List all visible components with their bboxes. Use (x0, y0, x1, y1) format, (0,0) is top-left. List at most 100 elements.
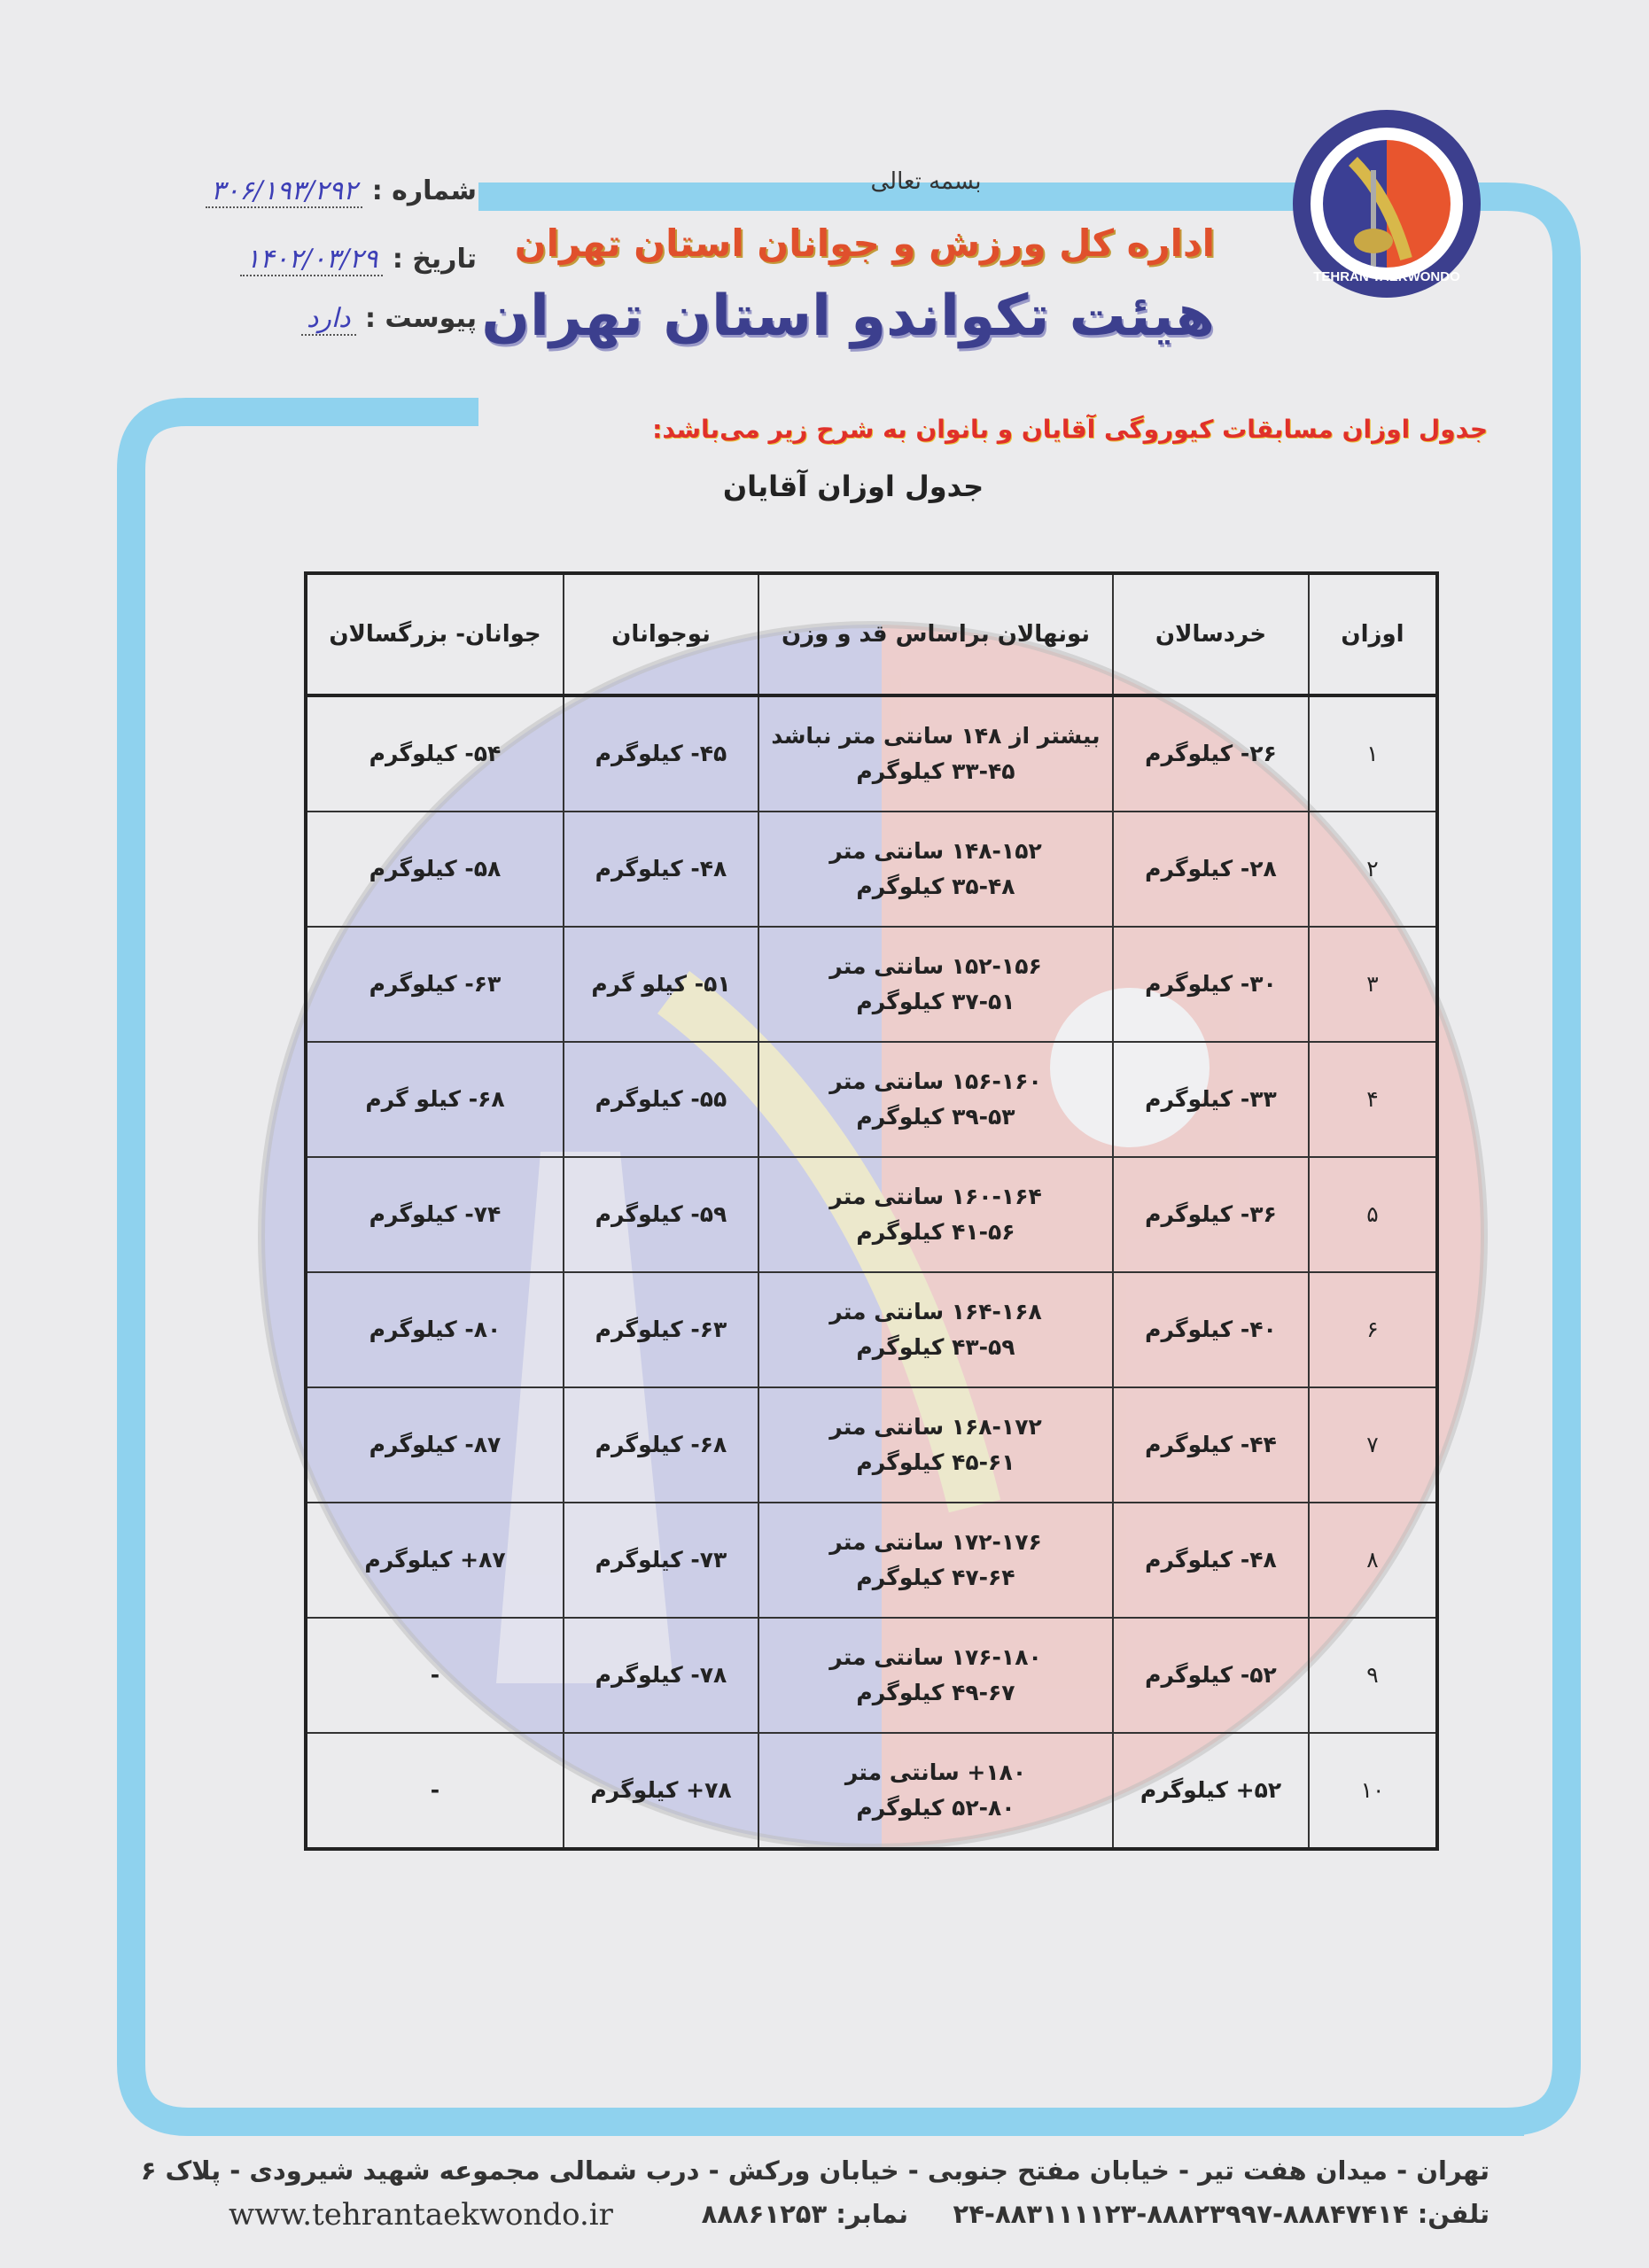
row-number-text: ۲ (1366, 856, 1379, 882)
row-number: ۲ (1308, 811, 1438, 928)
attachment-field: پیوست : دارد (300, 303, 477, 336)
junior-weight-text: ۳۷-۵۱ کیلوگرم (856, 989, 1015, 1014)
col-header-adults: جوانان- بزرگسالان (305, 572, 564, 697)
kids-weight-text: ۵۲+ کیلوگرم (1140, 1777, 1282, 1803)
kids-weight-text: ۲۶- کیلوگرم (1145, 741, 1277, 766)
cadets-weight-text: ۵۱- کیلو گرم (591, 971, 731, 997)
organization-title: اداره کل ورزش و جوانان استان تهران (514, 221, 1215, 265)
kids-weight: ۲۶- کیلوگرم (1112, 695, 1310, 812)
row-number: ۵ (1308, 1156, 1438, 1273)
junior-weight-text: ۵۲-۸۰ کیلوگرم (856, 1795, 1015, 1821)
row-number: ۸ (1308, 1502, 1438, 1619)
adults-weight-text: ۵۴- کیلوگرم (369, 741, 502, 766)
adults-weight: ۵۴- کیلوگرم (305, 695, 564, 812)
junior-weight-text: ۴۳-۵۹ کیلوگرم (856, 1334, 1015, 1360)
table-row: ۷ ۴۴- کیلوگرم ۱۶۸-۱۷۲ سانتی متر ۴۵-۶۱ کیلوگ… (305, 1386, 1438, 1503)
footer-contact: تلفن: ۸۸۸۴۷۴۱۴-۸۸۸۲۳۹۹۷-۸۸۳۱۱۱۱۲۳-۲۴ نما… (702, 2199, 1490, 2229)
weight-table: اوزان خردسالان نونهالان براساس قد و وزن … (304, 571, 1439, 1851)
cadets-weight: ۷۸+ کیلوگرم (563, 1732, 759, 1850)
date-field: تاریخ : ۱۴۰۲/۰۳/۲۹ (240, 244, 477, 276)
row-number: ۱ (1308, 695, 1438, 812)
junior-weight-text: ۴۹-۶۷ کیلوگرم (856, 1680, 1015, 1705)
table-row: ۴ ۳۳- کیلوگرم ۱۵۶-۱۶۰ سانتی متر ۳۹-۵۳ کیلوگ… (305, 1041, 1438, 1158)
kids-weight: ۳۰- کیلوگرم (1112, 926, 1310, 1043)
junior-weight-text: ۴۷-۶۴ کیلوگرم (856, 1565, 1015, 1590)
kids-weight: ۴۴- کیلوگرم (1112, 1386, 1310, 1503)
adults-weight-text: - (430, 1777, 440, 1803)
col-header-kids: خردسالان (1112, 572, 1310, 697)
adults-weight-text: ۶۸- کیلو گرم (365, 1086, 505, 1112)
kids-weight-text: ۴۰- کیلوگرم (1145, 1317, 1277, 1342)
adults-weight: ۶۳- کیلوگرم (305, 926, 564, 1043)
cadets-weight-text: ۶۳- کیلوگرم (595, 1317, 727, 1342)
footer-address: تهران - میدان هفت تیر - خیابان مفتح جنوب… (140, 2155, 1490, 2186)
cadets-weight: ۶۳- کیلوگرم (563, 1271, 759, 1388)
kids-weight-text: ۴۴- کیلوگرم (1145, 1432, 1277, 1457)
cadets-weight-text: ۴۵- کیلوگرم (595, 741, 727, 766)
number-field: شماره : ۳۰۶/۱۹۳/۲۹۲ (206, 175, 477, 208)
date-label: تاریخ : (392, 244, 477, 275)
svg-text:TEHRAN TAEKWONDO: TEHRAN TAEKWONDO (1313, 269, 1460, 284)
junior-height-text: بیشتر از ۱۴۸ سانتی متر نباشد (771, 723, 1101, 749)
intro-text: جدول اوزان مسابقات کیوروگی آقایان و بانو… (652, 415, 1488, 444)
junior-height-text: ۱۶۸-۱۷۲ سانتی متر (829, 1414, 1042, 1440)
juniors-height-weight: ۱۸۰+ سانتی متر ۵۲-۸۰ کیلوگرم (758, 1732, 1114, 1850)
table-row: ۳ ۳۰- کیلوگرم ۱۵۲-۱۵۶ سانتی متر ۳۷-۵۱ کیلوگ… (305, 926, 1438, 1043)
junior-height-text: ۱۵۲-۱۵۶ سانتی متر (829, 953, 1042, 979)
row-number-text: ۳ (1366, 971, 1379, 997)
federation-title: هیئت تکواندو استان تهران (481, 284, 1215, 349)
junior-weight-text: ۳۹-۵۳ کیلوگرم (856, 1104, 1015, 1130)
junior-height-text: ۱۷۲-۱۷۶ سانتی متر (829, 1529, 1042, 1555)
juniors-height-weight: ۱۵۶-۱۶۰ سانتی متر ۳۹-۵۳ کیلوگرم (758, 1041, 1114, 1158)
table-row: ۸ ۴۸- کیلوگرم ۱۷۲-۱۷۶ سانتی متر ۴۷-۶۴ کیلوگ… (305, 1502, 1438, 1619)
junior-height-text: ۱۷۶-۱۸۰ سانتی متر (829, 1644, 1042, 1670)
adults-weight-text: ۸۰- کیلوگرم (369, 1317, 502, 1342)
row-number-text: ۷ (1366, 1432, 1379, 1457)
row-number: ۶ (1308, 1271, 1438, 1388)
cadets-weight-text: ۶۸- کیلوگرم (595, 1432, 727, 1457)
kids-weight: ۵۲- کیلوگرم (1112, 1617, 1310, 1734)
adults-weight: ۷۴- کیلوگرم (305, 1156, 564, 1273)
cadets-weight: ۵۹- کیلوگرم (563, 1156, 759, 1273)
website-link[interactable]: www.tehrantaekwondo.ir (229, 2197, 613, 2233)
adults-weight: - (305, 1617, 564, 1734)
cadets-weight: ۷۸- کیلوگرم (563, 1617, 759, 1734)
adults-weight-text: ۷۴- کیلوگرم (369, 1201, 502, 1227)
kids-weight-text: ۳۶- کیلوگرم (1145, 1201, 1277, 1227)
kids-weight-text: ۳۳- کیلوگرم (1145, 1086, 1277, 1112)
kids-weight-text: ۴۸- کیلوگرم (1145, 1547, 1277, 1573)
junior-weight-text: ۴۱-۵۶ کیلوگرم (856, 1219, 1015, 1245)
juniors-height-weight: ۱۴۸-۱۵۲ سانتی متر ۳۵-۴۸ کیلوگرم (758, 811, 1114, 928)
table-row: ۹ ۵۲- کیلوگرم ۱۷۶-۱۸۰ سانتی متر ۴۹-۶۷ کیلوگ… (305, 1617, 1438, 1734)
fax-label: نمابر: (836, 2199, 909, 2229)
cadets-weight: ۴۸- کیلوگرم (563, 811, 759, 928)
kids-weight: ۴۸- کیلوگرم (1112, 1502, 1310, 1619)
cadets-weight-text: ۵۵- کیلوگرم (595, 1086, 727, 1112)
cadets-weight: ۵۱- کیلو گرم (563, 926, 759, 1043)
kids-weight-text: ۳۰- کیلوگرم (1145, 971, 1277, 997)
basmala: بسمه تعالی (870, 168, 982, 195)
number-label: شماره : (371, 175, 477, 206)
juniors-height-weight: ۱۷۲-۱۷۶ سانتی متر ۴۷-۶۴ کیلوگرم (758, 1502, 1114, 1619)
row-number-text: ۸ (1366, 1547, 1379, 1573)
adults-weight: - (305, 1732, 564, 1850)
kids-weight-text: ۵۲- کیلوگرم (1145, 1662, 1277, 1688)
junior-height-text: ۱۴۸-۱۵۲ سانتی متر (829, 838, 1042, 864)
row-number-text: ۹ (1366, 1662, 1379, 1688)
cadets-weight: ۶۸- کیلوگرم (563, 1386, 759, 1503)
juniors-height-weight: ۱۷۶-۱۸۰ سانتی متر ۴۹-۶۷ کیلوگرم (758, 1617, 1114, 1734)
adults-weight: ۵۸- کیلوگرم (305, 811, 564, 928)
adults-weight-text: ۵۸- کیلوگرم (369, 856, 502, 882)
junior-weight-text: ۴۵-۶۱ کیلوگرم (856, 1449, 1015, 1475)
juniors-height-weight: ۱۶۴-۱۶۸ سانتی متر ۴۳-۵۹ کیلوگرم (758, 1271, 1114, 1388)
junior-height-text: ۱۶۴-۱۶۸ سانتی متر (829, 1299, 1042, 1324)
row-number: ۷ (1308, 1386, 1438, 1503)
adults-weight: ۸۰- کیلوگرم (305, 1271, 564, 1388)
row-number-text: ۵ (1366, 1201, 1379, 1227)
table-row: ۶ ۴۰- کیلوگرم ۱۶۴-۱۶۸ سانتی متر ۴۳-۵۹ کیلوگ… (305, 1271, 1438, 1388)
adults-weight-text: ۶۳- کیلوگرم (369, 971, 502, 997)
fax-number: ۸۸۸۶۱۲۵۳ (701, 2199, 828, 2229)
junior-height-text: ۱۶۰-۱۶۴ سانتی متر (829, 1184, 1042, 1209)
juniors-height-weight: بیشتر از ۱۴۸ سانتی متر نباشد ۳۳-۴۵ کیلوگر… (758, 695, 1114, 812)
